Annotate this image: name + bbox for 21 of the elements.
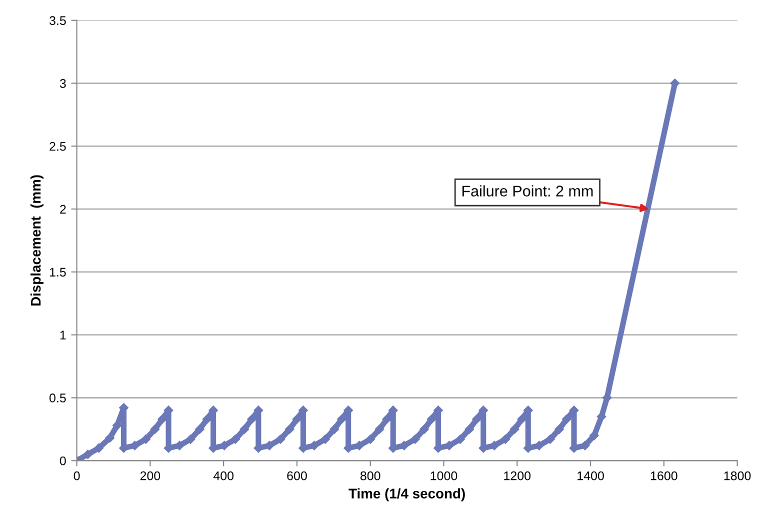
y-tick-label: 1.5 bbox=[50, 268, 66, 277]
x-tick-label: 200 bbox=[140, 471, 160, 480]
y-tick-label: 1 bbox=[60, 330, 66, 340]
x-tick-label: 1400 bbox=[578, 471, 604, 480]
y-tick-label: 3 bbox=[60, 79, 66, 88]
y-tick-label: 0.5 bbox=[49, 394, 66, 402]
x-tick-label: 800 bbox=[360, 471, 380, 480]
y-tick-label: 0 bbox=[60, 456, 66, 466]
y-tick-label: 2.5 bbox=[50, 142, 66, 151]
x-tick-label: 0 bbox=[74, 471, 80, 480]
x-tick-label: 1200 bbox=[504, 471, 531, 480]
y-tick-label: 2 bbox=[60, 204, 66, 214]
y-axis-title: Displacement (mm) bbox=[30, 175, 44, 306]
x-axis-title: Time (1/4 second) bbox=[348, 488, 465, 502]
annotation: Failure Point: 2 mm bbox=[462, 185, 593, 196]
x-tick-label: 1600 bbox=[650, 471, 678, 480]
x-tick-label: 400 bbox=[213, 471, 234, 480]
x-tick-label: 1800 bbox=[724, 471, 751, 480]
x-tick-label: 1000 bbox=[430, 471, 458, 480]
y-tick-label: 3.5 bbox=[49, 16, 66, 26]
x-tick-label: 600 bbox=[287, 471, 307, 480]
